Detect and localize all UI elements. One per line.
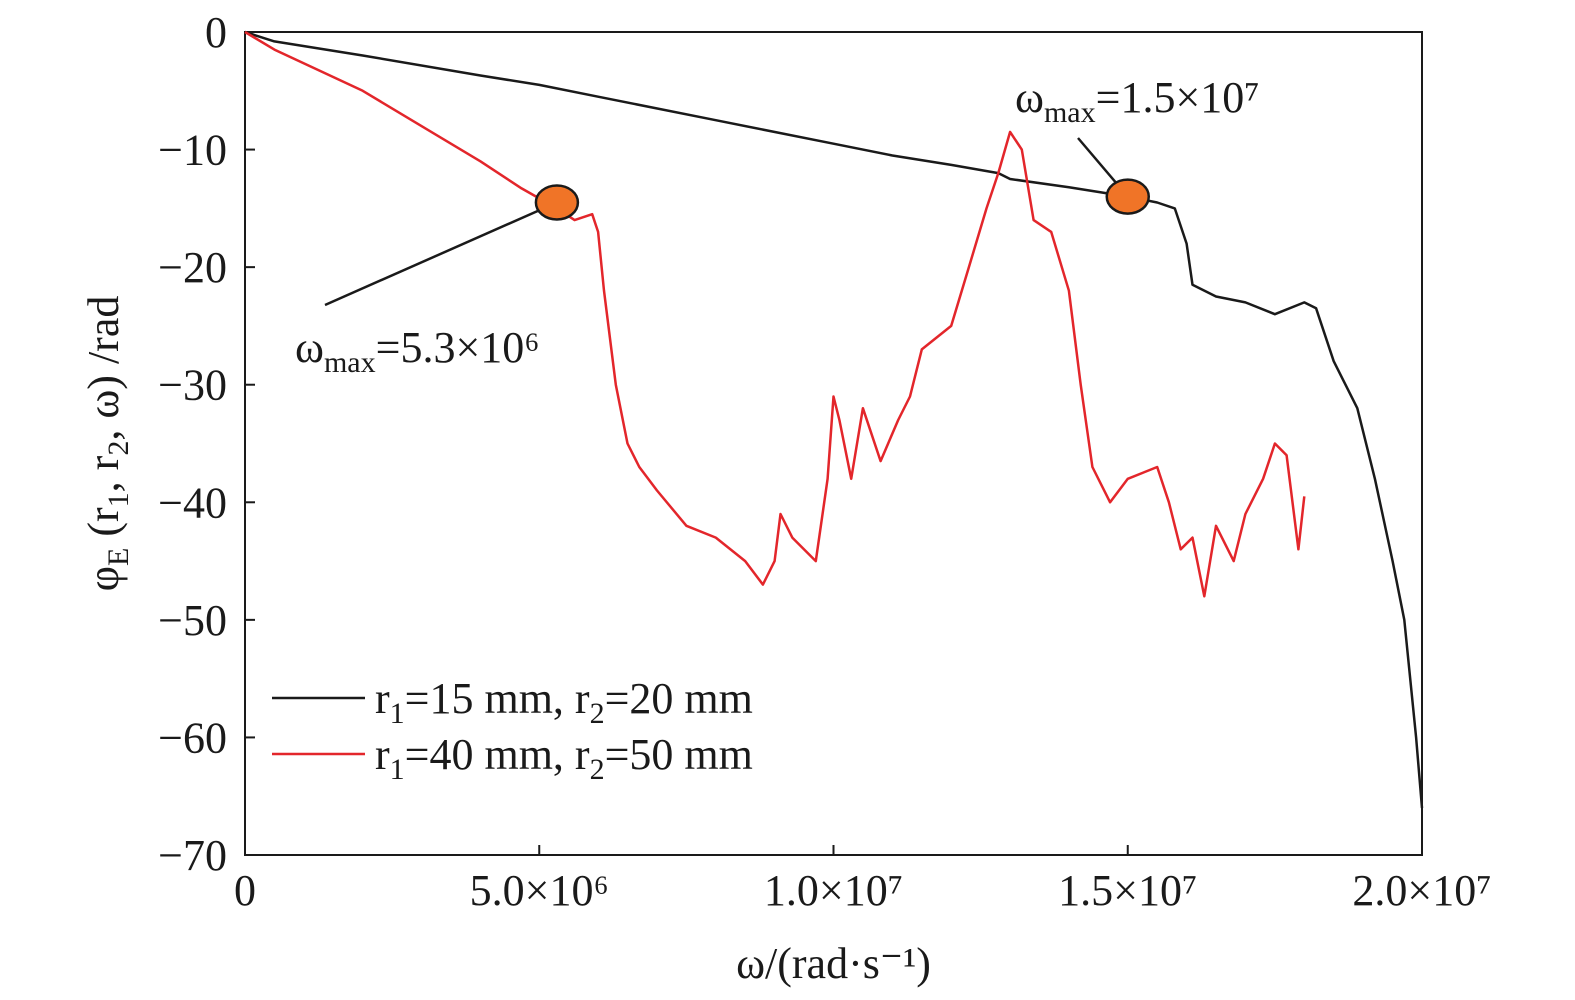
y-tick-label: −70 <box>158 831 227 880</box>
y-tick-label: −50 <box>158 596 227 645</box>
data-line <box>244 30 1306 598</box>
x-tick-label: 5.0×10⁶ <box>470 866 609 915</box>
x-axis-label: ω/(rad·s⁻¹) <box>736 939 931 988</box>
y-axis-label: φE (r1, r2, ω) /rad <box>79 296 135 592</box>
y-tick-label: −10 <box>158 126 227 175</box>
x-tick-label: 2.0×10⁷ <box>1352 866 1491 915</box>
annotation-marker <box>1105 178 1150 215</box>
y-tick-label: −20 <box>158 243 227 292</box>
x-tick-label: 1.0×10⁷ <box>764 866 903 915</box>
x-tick-label: 1.5×10⁷ <box>1058 866 1197 915</box>
x-tick-label: 0 <box>234 866 256 915</box>
annotation-text: ωmax=1.5×10⁷ <box>1015 73 1260 129</box>
annotation-leader <box>324 201 558 307</box>
annotation-text: ωmax=5.3×10⁶ <box>295 323 540 379</box>
legend-label: r1=15 mm, r2=20 mm <box>375 674 753 730</box>
y-tick-label: −40 <box>158 478 227 527</box>
y-tick-label: 0 <box>205 8 227 57</box>
legend-label: r1=40 mm, r2=50 mm <box>375 730 753 786</box>
data-line <box>244 30 1424 809</box>
y-tick-label: −60 <box>158 713 227 762</box>
annotation-marker <box>534 184 580 221</box>
y-tick-label: −30 <box>158 361 227 410</box>
